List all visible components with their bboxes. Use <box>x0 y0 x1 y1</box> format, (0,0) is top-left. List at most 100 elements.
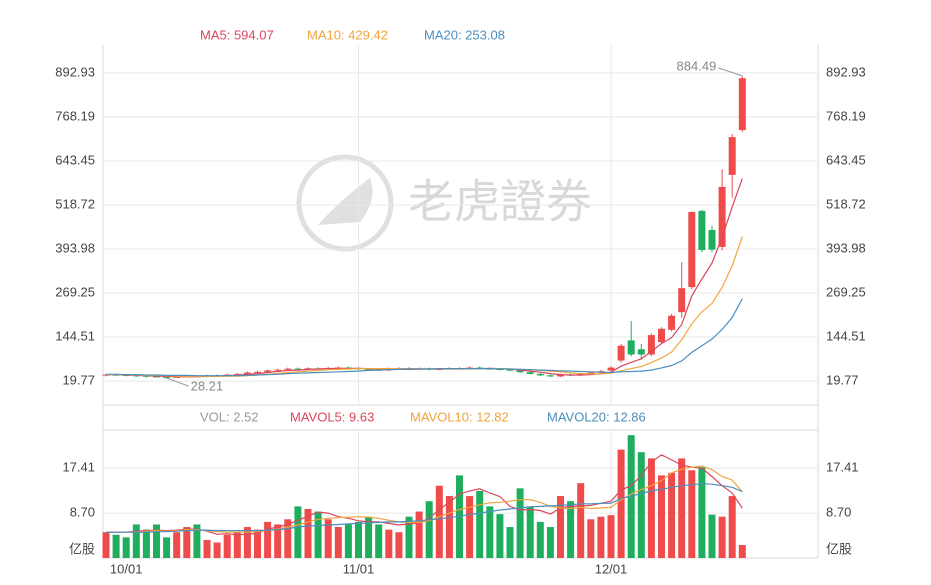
y-tick-label-right: 8.70 <box>826 505 851 520</box>
watermark-text: 老虎證券 <box>408 175 592 229</box>
volume-bar <box>647 458 655 558</box>
candle-body <box>587 372 595 374</box>
volume-bar <box>395 532 403 558</box>
x-tick-label: 11/01 <box>343 561 375 576</box>
volume-bar <box>597 516 605 558</box>
legend-entry: MA10: 429.42 <box>307 27 388 42</box>
y-tick-label-right: 768.19 <box>826 108 866 123</box>
candle-body <box>163 377 171 379</box>
candle-body <box>738 78 746 131</box>
volume-bar <box>223 534 231 558</box>
legend-entry: MAVOL20: 12.86 <box>547 409 646 424</box>
y-tick-label: 768.19 <box>55 108 95 123</box>
y-tick-label: 643.45 <box>55 152 95 167</box>
y-tick-label-right: 144.51 <box>826 328 866 343</box>
candle-body <box>617 345 625 361</box>
volume-bar <box>658 475 665 558</box>
candle-body <box>516 370 524 373</box>
volume-bar <box>466 496 474 558</box>
volume-bar <box>142 529 150 558</box>
candle-body <box>536 373 544 376</box>
volume-bar <box>163 537 171 558</box>
volume-bar <box>153 524 160 558</box>
volume-bar <box>274 524 282 558</box>
volume-bar <box>476 490 484 558</box>
volume-bar <box>243 527 251 558</box>
volume-bar <box>486 506 494 558</box>
volume-bar <box>193 524 201 558</box>
candle-body <box>728 137 736 175</box>
volume-bar <box>567 501 575 558</box>
legend-entry: MA20: 253.08 <box>424 27 505 42</box>
candle-body <box>698 210 706 251</box>
legend-entry: MAVOL10: 12.82 <box>410 409 509 424</box>
y-tick-label: 144.51 <box>55 328 95 343</box>
volume-bar <box>365 516 373 558</box>
candle-body <box>637 349 645 355</box>
volume-bar <box>516 488 524 558</box>
volume-bar <box>375 524 383 558</box>
x-tick-label: 12/01 <box>595 561 628 576</box>
volume-bar <box>577 483 585 558</box>
legend-entry: MA5: 594.07 <box>200 27 274 42</box>
volume-bar <box>637 452 645 558</box>
volume-bar <box>254 529 261 558</box>
volume-bar <box>213 542 221 558</box>
volume-bar <box>445 496 453 558</box>
y-tick-label: 8.70 <box>70 505 95 520</box>
y-tick-label: 892.93 <box>55 64 95 79</box>
y-tick-label: 269.25 <box>55 284 95 299</box>
volume-bar <box>557 496 564 558</box>
volume-bar <box>334 527 342 558</box>
volume-bar <box>122 537 130 558</box>
annotation-leader <box>718 67 743 77</box>
candle-body <box>365 369 373 370</box>
candle-body <box>718 186 726 247</box>
volume-bar <box>324 519 332 558</box>
volume-bar <box>203 539 211 558</box>
y-tick-label-right: 643.45 <box>826 152 866 167</box>
volume-bar <box>284 519 292 558</box>
volume-bar <box>496 514 504 558</box>
candle-body <box>254 371 261 373</box>
candle-body <box>658 328 665 343</box>
candle-body <box>304 368 312 370</box>
y-tick-label: 19.77 <box>62 373 95 388</box>
y-tick-label: 393.98 <box>55 240 95 255</box>
watermark: 老虎證券 <box>296 154 592 252</box>
y-tick-label-right: 269.25 <box>826 284 866 299</box>
candle-body <box>284 368 292 370</box>
candle-body <box>546 375 554 377</box>
candle-body <box>243 372 251 374</box>
candle-body <box>557 374 564 377</box>
volume-bar <box>233 532 241 558</box>
volume-bar <box>435 485 443 558</box>
max-annotation: 884.49 <box>677 58 717 73</box>
volume-bar <box>728 496 736 558</box>
volume-bar <box>102 532 110 558</box>
y-tick-label: 亿股 <box>69 541 95 556</box>
candle-body <box>627 340 635 355</box>
volume-bar <box>718 516 726 558</box>
candle-body <box>607 367 615 371</box>
min-annotation: 28.21 <box>191 379 224 394</box>
volume-bar <box>132 524 140 558</box>
volume-bar <box>112 534 120 558</box>
candle-body <box>264 370 272 372</box>
y-tick-label-right: 892.93 <box>826 64 866 79</box>
volume-bar <box>688 470 696 558</box>
volume-bar <box>506 527 514 558</box>
mavol-line <box>106 454 743 536</box>
y-tick-label: 518.72 <box>55 196 95 211</box>
candle-body <box>294 368 302 370</box>
volume-bar <box>355 521 362 558</box>
candle-body <box>678 288 686 313</box>
y-tick-label-right: 19.77 <box>826 373 859 388</box>
candle-body <box>668 315 676 330</box>
volume-bar <box>738 544 746 558</box>
candle-body <box>506 369 514 371</box>
volume-bar <box>264 521 272 558</box>
volume-bar <box>304 508 312 558</box>
